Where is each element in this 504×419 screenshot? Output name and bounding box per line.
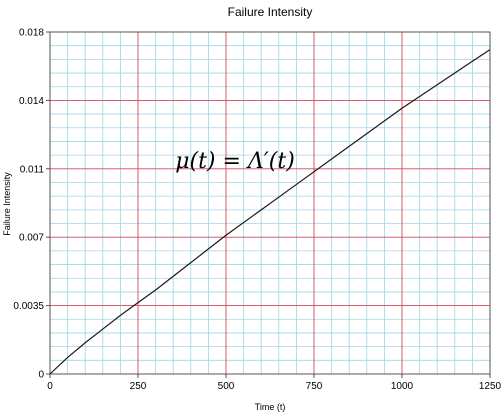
y-tick-label: 0.007 — [19, 233, 44, 244]
x-tick-label: 250 — [130, 381, 147, 392]
plot-frame — [49, 31, 491, 375]
chart-title: Failure Intensity — [228, 5, 313, 19]
y-axis-label: Failure Intensity — [2, 172, 12, 236]
x-tick-label: 500 — [218, 381, 235, 392]
x-tick-label: 750 — [306, 381, 323, 392]
y-tick-label: 0.0035 — [13, 301, 44, 312]
x-axis-ticks: 0 250 500 750 1000 1250 — [47, 374, 502, 392]
failure-intensity-line — [49, 49, 491, 375]
y-tick-label: 0.018 — [19, 28, 44, 39]
x-tick-label: 1250 — [479, 381, 502, 392]
formula-annotation: μ(t) = Λ′(t) — [175, 149, 295, 174]
y-axis-ticks: 0 0.0035 0.007 0.011 0.014 0.018 — [13, 28, 50, 381]
minor-grid — [50, 32, 490, 374]
x-tick-label: 0 — [47, 381, 53, 392]
x-tick-label: 1000 — [391, 381, 414, 392]
x-axis-label: Time (t) — [255, 402, 286, 412]
y-tick-label: 0.011 — [20, 164, 45, 175]
y-tick-label: 0 — [38, 370, 44, 381]
y-tick-label: 0.014 — [19, 96, 44, 107]
